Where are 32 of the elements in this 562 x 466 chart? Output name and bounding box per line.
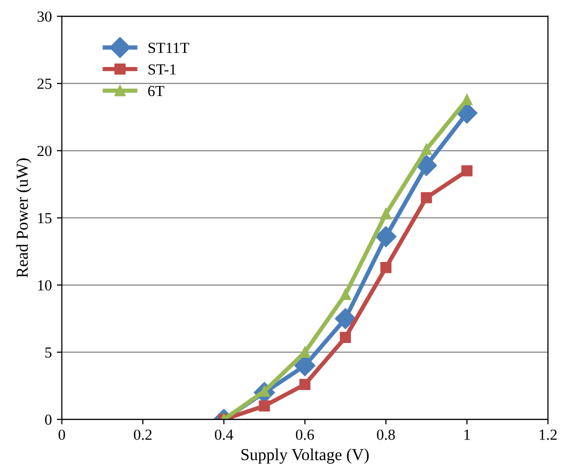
x-tick-label: 1.2	[540, 430, 557, 440]
point	[334, 308, 356, 330]
point	[340, 332, 351, 343]
legend-label: ST11T	[148, 42, 190, 53]
point	[375, 226, 396, 248]
point	[420, 192, 432, 204]
point	[420, 144, 432, 155]
point	[340, 288, 351, 300]
x-tick-label: 0.4	[214, 430, 234, 440]
x-tick-label: 0.6	[296, 430, 314, 440]
point	[416, 154, 437, 176]
y-tick-label: 25	[37, 78, 52, 89]
y-tick-label: 10	[38, 280, 52, 290]
y-tick-label: 0	[45, 414, 52, 425]
y-tick-label: 5	[45, 348, 52, 358]
x-tick-label: 0.8	[376, 430, 395, 440]
point	[461, 165, 472, 176]
x-tick-label: 1	[464, 430, 470, 440]
point	[299, 378, 310, 390]
legend-label: 6T	[148, 86, 164, 96]
point	[258, 400, 270, 412]
point	[380, 208, 392, 220]
y-tick-label: 20	[37, 146, 52, 156]
point	[461, 94, 472, 106]
point	[380, 262, 392, 274]
y-axis-title: Read Power (uW)	[16, 158, 32, 278]
x-tick-label: 0	[58, 430, 66, 440]
legend-label: ST-1	[148, 64, 176, 75]
x-axis-title: Supply Voltage (V)	[241, 448, 369, 464]
y-tick-label: 30	[38, 11, 52, 22]
y-tick-label: 15	[38, 213, 52, 224]
x-tick-label: 0.2	[134, 430, 152, 440]
